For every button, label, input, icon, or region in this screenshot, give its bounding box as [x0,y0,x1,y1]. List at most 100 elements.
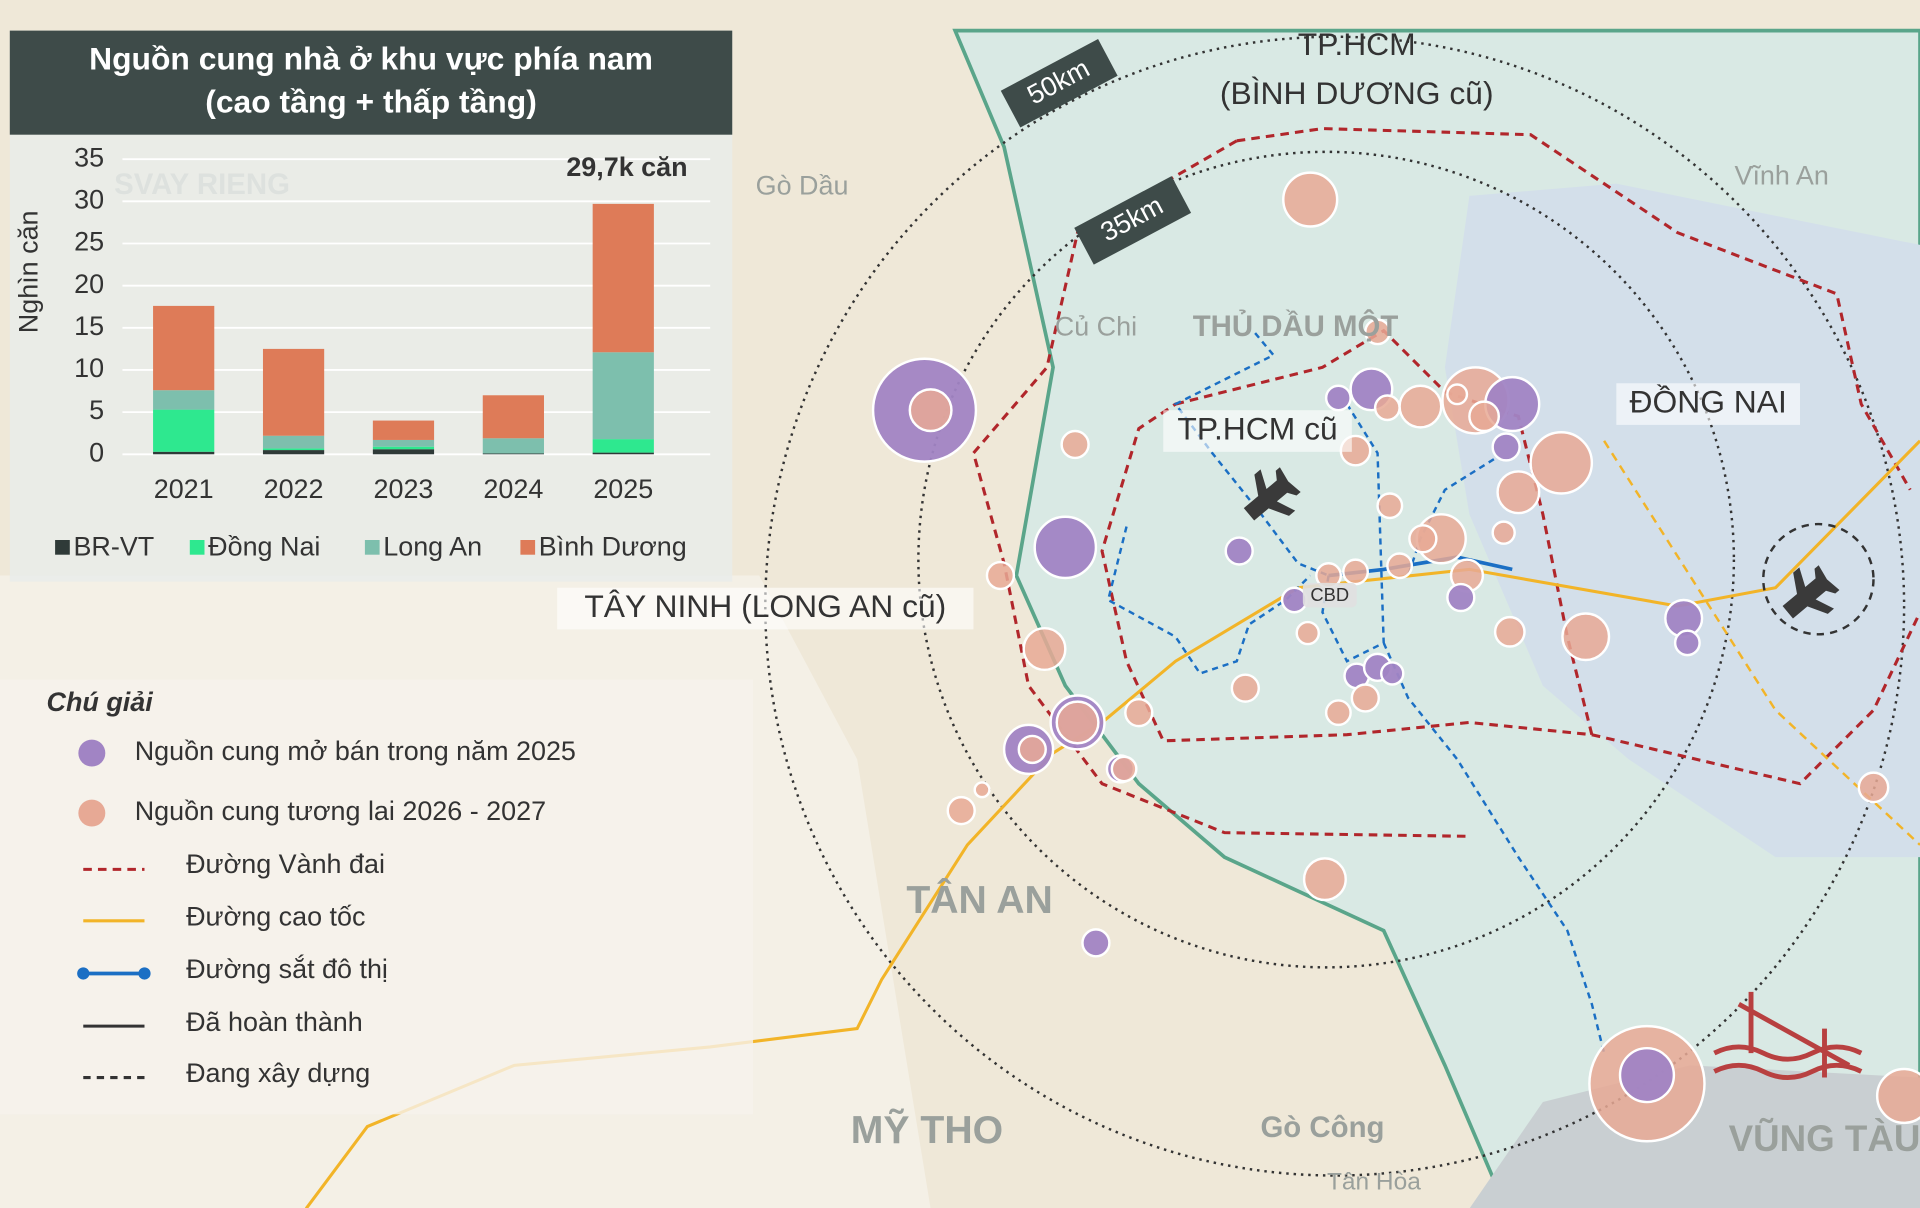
label-bg [1616,383,1801,425]
legend-panel [0,679,754,1115]
supply-future [1022,626,1067,672]
region-label: TP.HCM cũ [1177,410,1337,446]
distance-bg [1000,39,1118,128]
y-axis-label: Nghìn căn [14,210,44,333]
chart-title: (cao tầng + thấp tầng) [205,83,537,119]
supply-future [1060,429,1090,460]
bridge-icon [1713,991,1863,1081]
supply-future [1110,755,1138,783]
supply-future [1857,771,1890,804]
supply-future [908,388,953,433]
bar-segment [372,439,435,447]
supply-future [1302,857,1347,902]
legend-swatch [520,540,536,555]
sea [1469,1065,1920,1208]
legend-label: BR-VT [73,532,154,562]
supply-future [1496,470,1541,515]
supply-future [1493,615,1526,648]
region-label: (BÌNH DƯƠNG cũ) [1220,75,1494,111]
supply-future [1373,394,1401,422]
legend-item: Đang xây dựng [186,1058,370,1088]
airport-icon [1782,565,1840,619]
bar-segment [153,451,215,455]
bar-segment [153,390,215,410]
supply-2025 [1380,661,1405,686]
region-label: ĐỒNG NAI [1629,383,1786,419]
region-label: TÂY NINH (LONG AN cũ) [584,588,946,624]
supply-future [1342,558,1369,586]
legend-item: Đường sắt đô thị [186,953,388,984]
supply-future [1398,384,1443,429]
place-label: TÂN AN [906,878,1053,922]
bar-segment [482,453,544,455]
supply-2025 [1224,536,1254,566]
bar-segment [592,452,654,455]
bar-segment [262,450,325,455]
supply-2025 [1673,629,1701,657]
chart-title: Nguồn cung nhà ở khu vực phía nam [89,41,653,77]
ring-road [1236,127,1912,491]
bar-segment [592,352,654,440]
supply-future [973,781,991,799]
place-label: THỦ DẦU MỘT [1193,309,1399,343]
legend-item: Đã hoàn thành [186,1007,363,1037]
legend-title: Chú giải [47,687,154,717]
supply-2025 [1618,1046,1676,1104]
legend-swatch [189,540,205,555]
bar-segment [262,448,325,451]
label-bg [1163,410,1352,452]
map-labels: TP.HCM (BÌNH DƯƠNG cũ) TP.HCM cũ ĐỒNG NAI TÂ… [114,26,1920,1195]
supply-future [1446,383,1469,406]
inset-title-bar [9,30,733,135]
supply-future [1324,699,1352,727]
legend-label: Đồng Nai [208,532,320,562]
supply-future [1491,520,1516,545]
supply-future [1875,1067,1920,1125]
y-tick-label: 15 [74,311,104,341]
supply-future [1468,400,1501,433]
supply-future [985,560,1016,591]
supply-2025 [1033,515,1098,580]
legend-item: Nguồn cung tương lai 2026 - 2027 [135,796,546,826]
annotation: 29,7k căn [566,152,687,182]
bar-segment [482,438,544,454]
bar-segment [372,449,435,455]
supply-future [1386,552,1414,580]
supply-future [1055,700,1100,745]
supply-2025 [1081,928,1111,958]
bar-segment [372,446,435,450]
bar-segment [592,439,654,453]
supply-future [1364,318,1392,346]
legend-icon [77,967,90,980]
inset-chart: Nguồn cung nhà ở khu vực phía nam (cao tầ… [14,41,711,562]
supply-future [946,795,976,826]
bar-segment [482,395,544,439]
supply-future [1230,673,1261,703]
supply-future [1408,524,1438,554]
y-tick-label: 20 [74,269,104,299]
legend-label: Bình Dương [539,532,687,562]
legend-swatch [55,540,70,555]
cbd-bg [1302,582,1357,608]
bar-segment [592,203,654,353]
bar-segment [262,348,325,436]
place-label: Tân Hòa [1327,1168,1421,1195]
supply-future [1124,697,1154,728]
place-label: Gò Dầu [756,170,849,200]
supply-future [1282,171,1339,228]
place-label: Vĩnh An [1734,161,1828,191]
place-label: VŨNG TÀU [1729,1117,1920,1159]
supply-future [1350,683,1381,713]
supply-future [1295,620,1321,646]
legend-item: Nguồn cung mở bán trong năm 2025 [135,736,576,766]
bar-segment [372,420,435,440]
airport-icon [1243,467,1301,521]
legend-label: Long An [383,532,482,562]
y-tick-label: 25 [74,227,104,257]
supply-2025 [1324,384,1352,412]
ring-35km [917,150,1736,969]
airport-ring [1762,522,1875,636]
